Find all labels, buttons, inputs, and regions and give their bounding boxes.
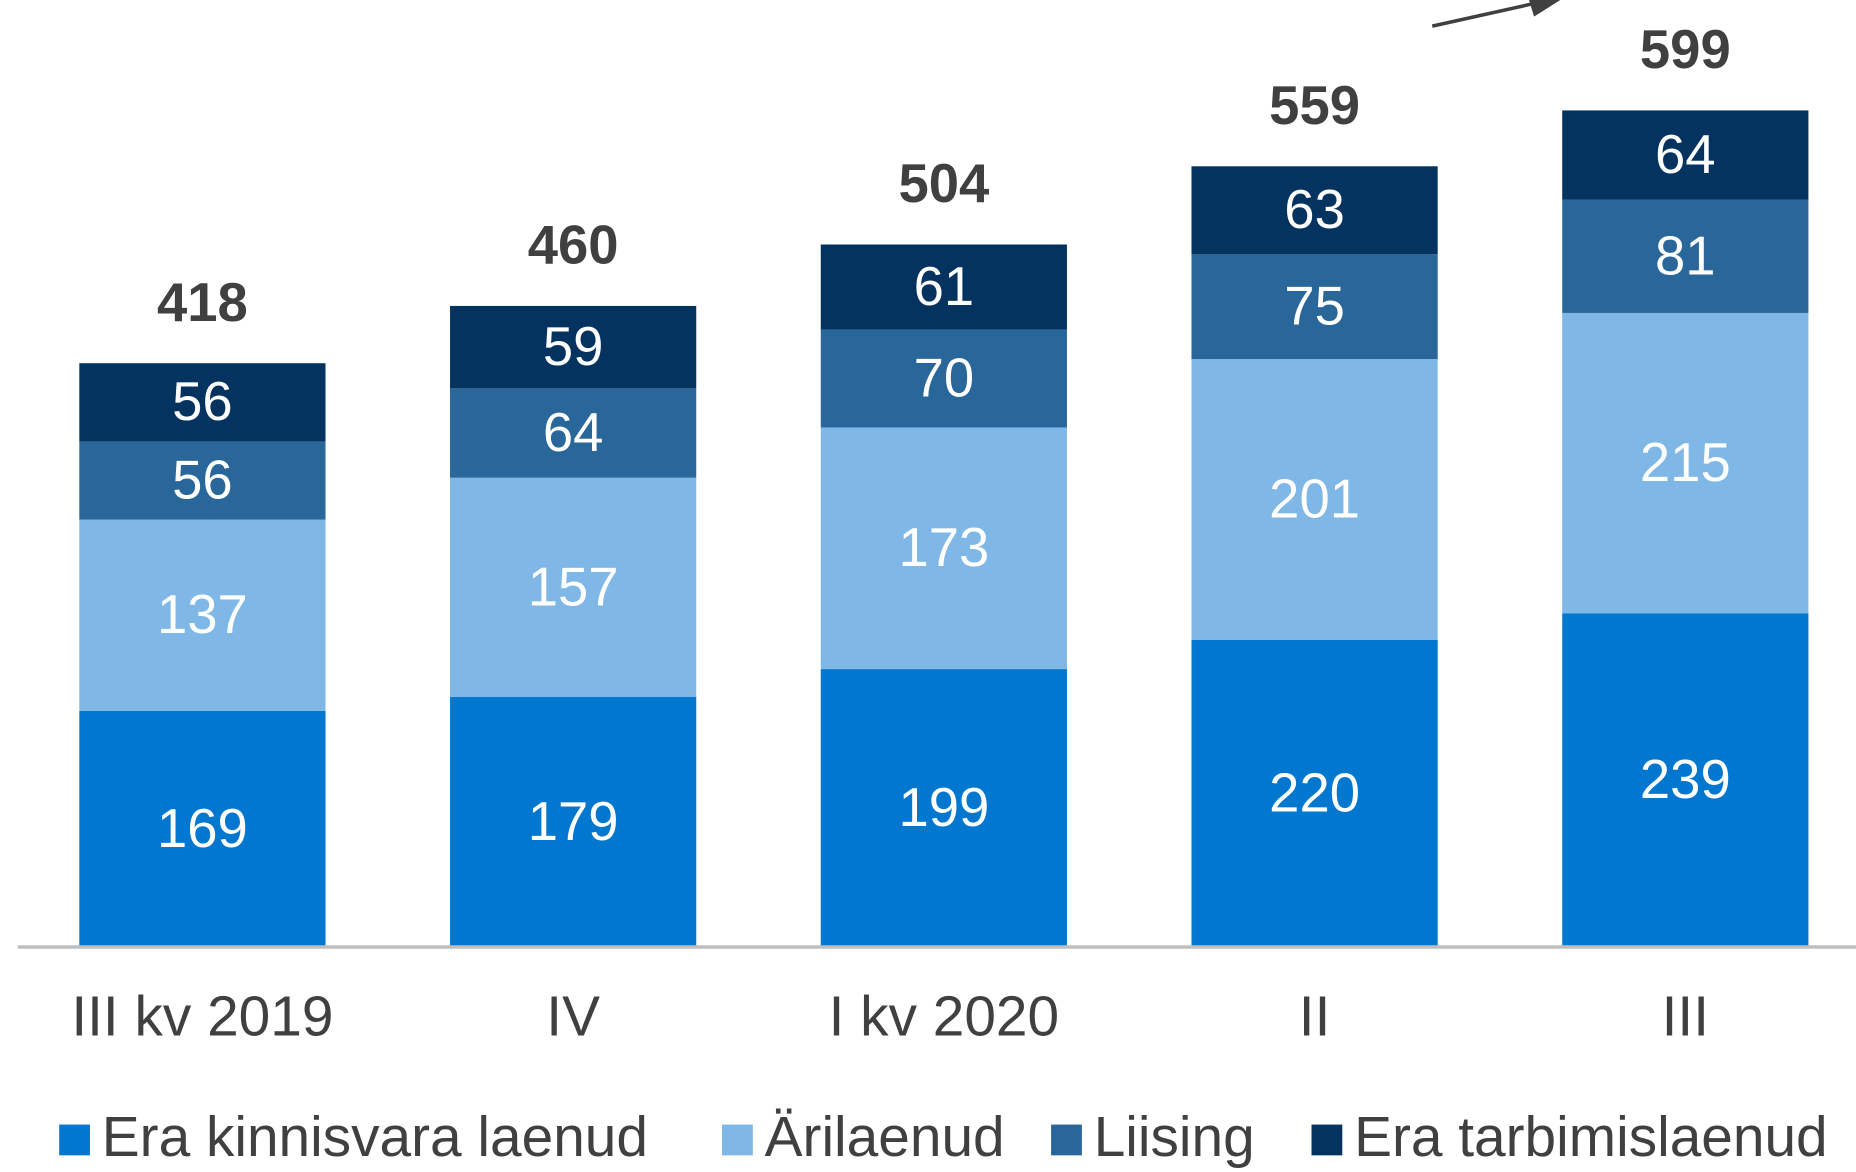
value-label: 64	[543, 402, 604, 463]
bar-segment	[79, 363, 326, 442]
value-label: 61	[914, 256, 975, 317]
legend-label: Era tarbimislaenud	[1354, 1106, 1828, 1169]
total-label: 460	[528, 215, 619, 276]
bar-segment	[1191, 254, 1438, 360]
bar-segment	[450, 305, 697, 389]
bar-segment	[79, 519, 326, 711]
x-tick-label: IV	[546, 985, 600, 1048]
total-label: 504	[898, 153, 989, 214]
bar-segment	[1191, 359, 1438, 640]
total-label: 599	[1640, 19, 1731, 80]
legend-swatch	[1051, 1124, 1082, 1156]
trend-arrow-head	[1529, 0, 1561, 17]
value-label: 56	[172, 449, 233, 510]
value-label: 137	[157, 584, 248, 645]
bar-segment	[820, 329, 1067, 428]
x-tick-label: III	[1662, 985, 1709, 1048]
value-label: 64	[1655, 124, 1716, 185]
value-label: 179	[528, 791, 619, 852]
legend-swatch	[59, 1124, 90, 1156]
bar-segment	[450, 697, 697, 948]
x-tick-label: I kv 2020	[829, 985, 1060, 1048]
value-label: 75	[1284, 276, 1345, 337]
total-label: 418	[157, 272, 248, 333]
value-label: 81	[1655, 225, 1716, 286]
value-label: 201	[1269, 468, 1360, 529]
legend-label: Liising	[1094, 1106, 1255, 1169]
legend-label: Ärilaenud	[765, 1106, 1005, 1169]
bar-segment	[1191, 639, 1438, 948]
bar-segment	[1562, 199, 1809, 313]
bar-segment	[79, 710, 326, 948]
value-label: 215	[1640, 432, 1731, 493]
total-label: 559	[1269, 75, 1360, 136]
legend-swatch	[1311, 1124, 1343, 1156]
bar-segment	[1562, 613, 1809, 948]
bar-segment	[79, 441, 326, 520]
value-label: 169	[157, 798, 248, 859]
bar-segment	[1191, 166, 1438, 255]
legend-swatch	[722, 1124, 753, 1156]
trend-arrow	[1431, 0, 1540, 28]
bar-segment	[820, 427, 1067, 670]
bar-segment	[820, 244, 1067, 330]
value-label: 59	[543, 316, 604, 377]
value-label: 220	[1269, 762, 1360, 823]
value-label: 157	[528, 556, 619, 617]
bar-segment	[1562, 110, 1809, 200]
value-label: 56	[172, 371, 233, 432]
legend-label: Era kinnisvara laenud	[102, 1106, 648, 1169]
value-label: 199	[898, 777, 989, 838]
value-label: 70	[914, 348, 975, 409]
value-label: 239	[1640, 749, 1731, 810]
bar-segment	[450, 477, 697, 698]
bar-segment	[450, 388, 697, 478]
value-label: 63	[1284, 179, 1345, 240]
bar-segment	[820, 669, 1067, 948]
value-label: 173	[898, 517, 989, 578]
x-tick-label: III kv 2019	[71, 985, 333, 1048]
x-tick-label: II	[1299, 985, 1331, 1048]
bar-segment	[1562, 312, 1809, 614]
